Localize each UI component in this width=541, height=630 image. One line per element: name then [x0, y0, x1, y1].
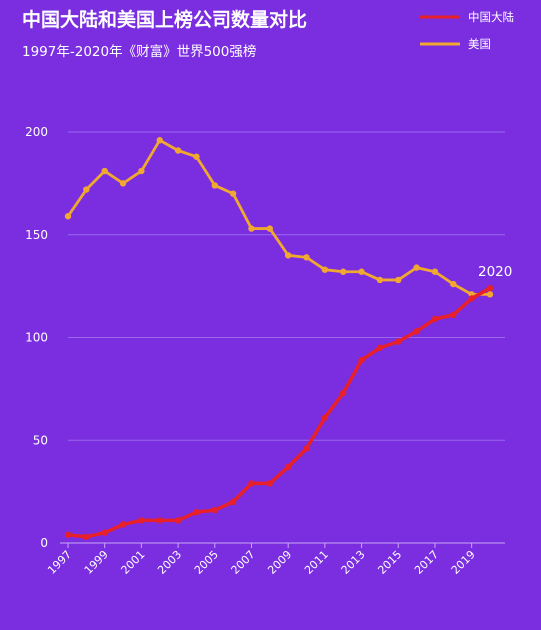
y-tick-label: 50	[33, 433, 48, 447]
data-point	[229, 498, 237, 506]
data-point	[413, 264, 420, 271]
data-point	[266, 480, 274, 487]
y-tick-label: 150	[25, 228, 48, 242]
data-point	[119, 180, 127, 187]
data-point	[266, 225, 274, 232]
data-point	[376, 344, 384, 351]
data-point	[431, 315, 439, 323]
data-point	[138, 167, 145, 175]
data-point	[376, 276, 384, 284]
gridlines	[68, 131, 505, 441]
data-point	[193, 153, 200, 160]
data-point	[340, 268, 347, 275]
data-point	[303, 254, 310, 261]
data-point	[174, 517, 182, 524]
chart-subtitle: 1997年-2020年《财富》世界500强榜	[22, 43, 256, 60]
legend-label: 中国大陆	[468, 10, 514, 24]
chart-title: 中国大陆和美国上榜公司数量对比	[22, 8, 307, 31]
data-point	[395, 338, 402, 345]
data-point	[101, 167, 108, 175]
data-point	[64, 531, 72, 538]
data-point	[174, 147, 182, 154]
data-point	[303, 445, 310, 452]
data-point	[431, 268, 439, 275]
data-point	[156, 517, 163, 524]
data-point	[211, 506, 218, 514]
data-point	[395, 276, 402, 284]
y-axis: 0 50 100 150 200	[25, 125, 48, 550]
data-point	[284, 463, 292, 471]
data-point	[450, 311, 457, 319]
data-point	[358, 268, 365, 275]
data-point	[450, 280, 457, 288]
data-point	[284, 252, 292, 259]
data-point	[321, 266, 329, 273]
data-point	[468, 295, 475, 302]
data-point	[413, 328, 420, 335]
data-point	[119, 521, 127, 528]
series-lines	[64, 137, 494, 541]
data-point	[248, 225, 255, 232]
data-point	[83, 186, 90, 193]
data-point	[64, 213, 72, 220]
data-point	[340, 389, 347, 397]
data-point	[83, 533, 90, 541]
data-point	[229, 190, 237, 197]
data-point	[138, 517, 145, 524]
data-point	[193, 508, 200, 516]
data-point	[156, 137, 163, 144]
data-point	[486, 291, 494, 298]
data-point	[211, 182, 218, 189]
legend-label: 美国	[468, 37, 491, 51]
data-point	[321, 414, 329, 421]
data-point	[358, 356, 365, 364]
annotation-2020: 2020	[478, 264, 512, 280]
y-tick-label: 100	[25, 331, 48, 345]
data-point	[486, 284, 494, 292]
y-tick-label: 0	[40, 536, 48, 550]
y-tick-label: 200	[25, 125, 48, 139]
data-point	[248, 480, 255, 487]
data-point	[101, 529, 108, 536]
